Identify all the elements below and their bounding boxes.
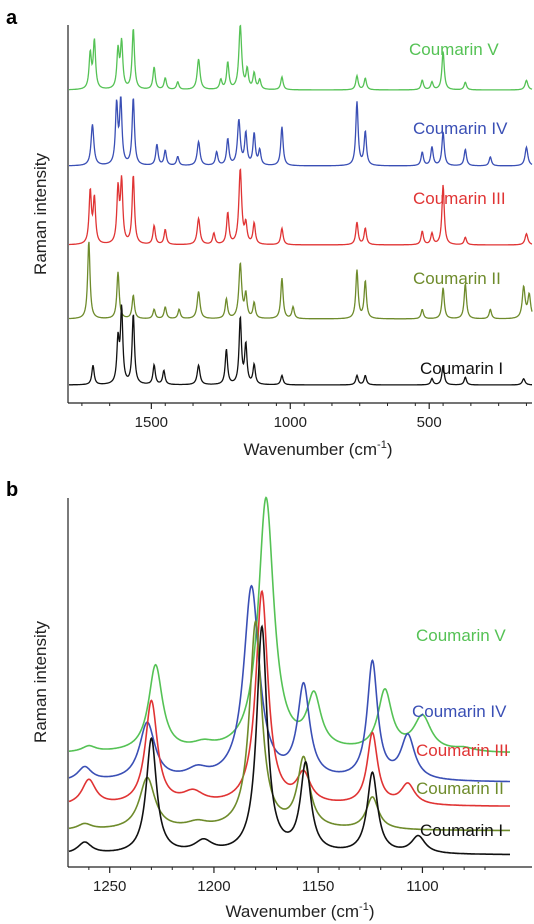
- panel-b-x-axis-label: Wavenumber (cm-1): [226, 901, 375, 921]
- panel-b-series-coumarin-i: [68, 624, 510, 856]
- panel-b-series-coumarin-iv: [68, 584, 510, 783]
- panel-b-axes: [67, 498, 532, 868]
- panel-a-axes: [67, 25, 532, 404]
- panel-b-label-coumarin-v: Coumarin V: [416, 626, 506, 645]
- panel-b-label-coumarin-iv: Coumarin IV: [412, 702, 507, 721]
- panel-a-label-coumarin-v: Coumarin V: [409, 40, 499, 59]
- panel-a-x-tick-label-1500: 1500: [135, 414, 168, 431]
- panel-a-y-axis-label: Raman intensity: [31, 153, 50, 275]
- panel-a-x-ticks: 1500 1000 500: [81, 403, 527, 431]
- panel-a-x-axis-label: Wavenumber (cm-1): [244, 439, 393, 459]
- panel-b-series-coumarin-iii: [68, 589, 510, 807]
- panel-a-series-coumarin-ii: [69, 241, 533, 320]
- panel-b-series-labels: Coumarin V Coumarin IV Coumarin III Coumari…: [412, 626, 509, 840]
- panel-a-series-labels: Coumarin V Coumarin IV Coumarin III Coumari…: [409, 40, 508, 378]
- panel-a-label-coumarin-iv: Coumarin IV: [413, 119, 508, 138]
- panel-b-label-coumarin-iii: Coumarin III: [416, 741, 509, 760]
- panel-a-series-coumarin-iv: [69, 96, 533, 167]
- panel-a-letter: a: [6, 7, 18, 29]
- panel-a-series-coumarin-v: [69, 24, 533, 91]
- panel-a-x-tick-label-1000: 1000: [274, 414, 307, 431]
- panel-b-x-ticks: 1250 1200 1150 1100: [88, 867, 486, 895]
- panel-a-label-coumarin-i: Coumarin I: [420, 359, 503, 378]
- panel-a-x-tick-label-500: 500: [417, 414, 442, 431]
- panel-b-series-coumarin-v: [69, 496, 510, 753]
- panel-b-x-tick-label-1250: 1250: [93, 878, 126, 895]
- panel-a-label-coumarin-ii: Coumarin II: [413, 269, 501, 288]
- panel-b-series-group: [68, 496, 510, 856]
- panel-b-series-coumarin-ii: [68, 619, 510, 832]
- panel-a-series-coumarin-i: [69, 304, 532, 386]
- panel-b-x-tick-label-1100: 1100: [406, 878, 438, 895]
- panel-b-spectra-chart: b 1250 1200 1150 1100 Coumarin V Coumarin IV…: [6, 479, 532, 921]
- panel-b-letter: b: [6, 479, 18, 501]
- panel-b-x-tick-label-1200: 1200: [197, 878, 230, 895]
- panel-a-series-coumarin-iii: [69, 168, 533, 246]
- panel-a-series-group: [69, 24, 533, 386]
- panel-b-x-tick-label-1150: 1150: [302, 878, 334, 895]
- panel-b-label-coumarin-i: Coumarin I: [420, 821, 503, 840]
- panel-b-label-coumarin-ii: Coumarin II: [416, 779, 504, 798]
- panel-a-label-coumarin-iii: Coumarin III: [413, 189, 506, 208]
- panel-b-y-axis-label: Raman intensity: [31, 621, 50, 743]
